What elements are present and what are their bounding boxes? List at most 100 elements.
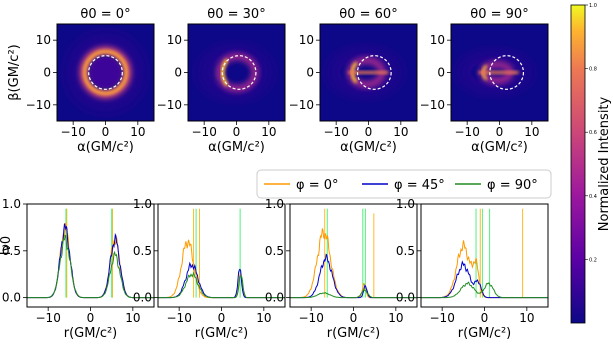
x-tick-label: −10 bbox=[455, 125, 480, 139]
x-axis-label: α(GM/c²) bbox=[208, 140, 265, 155]
outer-arc bbox=[203, 48, 268, 97]
photon-ring-circle bbox=[489, 55, 525, 90]
y-tick-label: 0.0 bbox=[2, 291, 21, 305]
outer-arc bbox=[193, 40, 278, 105]
y-tick-label: 10 bbox=[36, 33, 51, 47]
y-tick-label: 10 bbox=[167, 33, 182, 47]
x-tick-label: 10 bbox=[261, 125, 276, 139]
emission-arc bbox=[215, 53, 259, 92]
x-axis-label: α(GM/c²) bbox=[471, 140, 528, 155]
y-tick-label: −10 bbox=[26, 98, 51, 112]
x-axis-label: r(GM/c²) bbox=[64, 326, 118, 341]
profile-2: −10 0 10 0.0 0.5 1.0 r(GM/c²) bbox=[133, 197, 286, 341]
outer-arc bbox=[467, 58, 522, 87]
colorbar-tick-label: 0.6 bbox=[589, 130, 597, 136]
y-tick-label: 1.0 bbox=[265, 197, 284, 211]
profile-4: −10 0 10 0.0 0.5 1.0 r(GM/c²) bbox=[396, 197, 549, 341]
profile-line bbox=[290, 288, 417, 299]
colorbar-tick-label: 0.2 bbox=[589, 257, 597, 263]
x-tick-label: 0 bbox=[481, 311, 489, 325]
profile-row: −10 0 10 0.0 0.5 1.0 r(GM/c²) Iν0 −10 0 10 0.0 0.5 1.… bbox=[0, 197, 549, 341]
bright-ring bbox=[82, 49, 129, 96]
legend-label: φ = 90° bbox=[487, 178, 538, 193]
x-tick-label: −10 bbox=[430, 311, 455, 325]
y-tick-label: 1.0 bbox=[133, 197, 152, 211]
outer-arc bbox=[322, 43, 407, 102]
profile-line bbox=[290, 228, 417, 299]
x-axis-label: α(GM/c²) bbox=[340, 140, 397, 155]
x-tick-label: 0 bbox=[218, 311, 226, 325]
x-axis-label: r(GM/c²) bbox=[195, 326, 249, 341]
colorbar-label: Normalized Intensity bbox=[597, 96, 612, 231]
legend-entry: φ = 45° bbox=[362, 178, 445, 193]
heatmap-title: θ0 = 0° bbox=[80, 7, 130, 22]
y-tick-label: 0 bbox=[306, 66, 314, 80]
profile-line bbox=[27, 234, 154, 299]
x-tick-label: 10 bbox=[130, 125, 145, 139]
x-axis-label: r(GM/c²) bbox=[327, 326, 381, 341]
photon-ring-circle bbox=[356, 55, 392, 90]
colorbar-ticks: 0.2 0.4 0.6 0.8 1.0 bbox=[585, 3, 597, 263]
x-tick-label: −10 bbox=[36, 311, 61, 325]
outer-ring bbox=[70, 37, 141, 108]
x-tick-label: 10 bbox=[524, 125, 539, 139]
x-tick-label: −10 bbox=[324, 125, 349, 139]
profile-line bbox=[158, 271, 285, 299]
y-tick-label: −10 bbox=[289, 98, 314, 112]
x-tick-label: 0 bbox=[350, 311, 358, 325]
colorbar-tick-label: 0.8 bbox=[589, 67, 597, 73]
legend-label: φ = 0° bbox=[296, 178, 339, 193]
y-tick-label: 0.0 bbox=[396, 291, 415, 305]
outer-ring bbox=[61, 28, 150, 117]
outer-arc bbox=[452, 46, 537, 99]
outer-ring bbox=[78, 45, 133, 100]
y-tick-label: 1.0 bbox=[396, 197, 415, 211]
y-tick-label: 0 bbox=[174, 66, 182, 80]
outer-ring bbox=[74, 41, 137, 104]
legend-box bbox=[256, 169, 552, 199]
equatorial-streak bbox=[348, 71, 389, 74]
x-tick-label: 10 bbox=[125, 311, 140, 325]
x-tick-label: 0 bbox=[102, 125, 110, 139]
y-tick-label: 0.5 bbox=[2, 244, 21, 258]
legend-entry: φ = 90° bbox=[455, 178, 538, 193]
y-tick-label: 0.5 bbox=[396, 244, 415, 258]
x-tick-label: 0 bbox=[87, 311, 95, 325]
profile-3: −10 0 10 0.0 0.5 1.0 r(GM/c²) bbox=[265, 197, 418, 341]
x-tick-label: 10 bbox=[393, 125, 408, 139]
outer-arc bbox=[327, 47, 402, 98]
heatmap-title: θ0 = 30° bbox=[207, 7, 265, 22]
colorbar-gradient bbox=[570, 4, 586, 324]
y-tick-label: 0.0 bbox=[133, 291, 152, 305]
x-tick-label: −10 bbox=[167, 311, 192, 325]
x-axis-label: r(GM/c²) bbox=[458, 326, 512, 341]
profile-frame bbox=[420, 203, 549, 308]
y-tick-label: 0 bbox=[437, 66, 445, 80]
colorbar-tick-label: 1.0 bbox=[589, 3, 597, 9]
x-axis-label: α(GM/c²) bbox=[77, 140, 134, 155]
colorbar-tick-label: 0.4 bbox=[589, 194, 597, 200]
outer-arc bbox=[332, 51, 397, 94]
x-tick-label: −10 bbox=[192, 125, 217, 139]
x-tick-label: 10 bbox=[388, 311, 403, 325]
y-tick-label: 10 bbox=[430, 33, 445, 47]
y-tick-label: 10 bbox=[299, 33, 314, 47]
x-tick-label: 10 bbox=[519, 311, 534, 325]
x-tick-label: 10 bbox=[256, 311, 271, 325]
profile-line bbox=[27, 222, 154, 299]
outer-arc bbox=[337, 55, 392, 90]
outer-arc bbox=[198, 44, 273, 101]
profile-line bbox=[421, 281, 548, 299]
legend-label: φ = 45° bbox=[394, 178, 445, 193]
colorbar: 0.2 0.4 0.6 0.8 1.0 Normalized Intensity bbox=[570, 3, 612, 324]
profile-1: −10 0 10 0.0 0.5 1.0 r(GM/c²) Iν0 bbox=[0, 197, 155, 341]
x-tick-label: 0 bbox=[365, 125, 373, 139]
shadow-region bbox=[90, 57, 121, 88]
y-tick-label: 0.5 bbox=[133, 244, 152, 258]
